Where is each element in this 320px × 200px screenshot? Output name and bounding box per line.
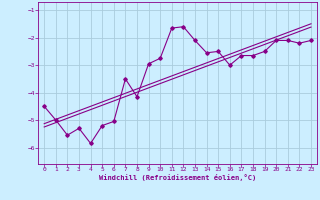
X-axis label: Windchill (Refroidissement éolien,°C): Windchill (Refroidissement éolien,°C) — [99, 174, 256, 181]
